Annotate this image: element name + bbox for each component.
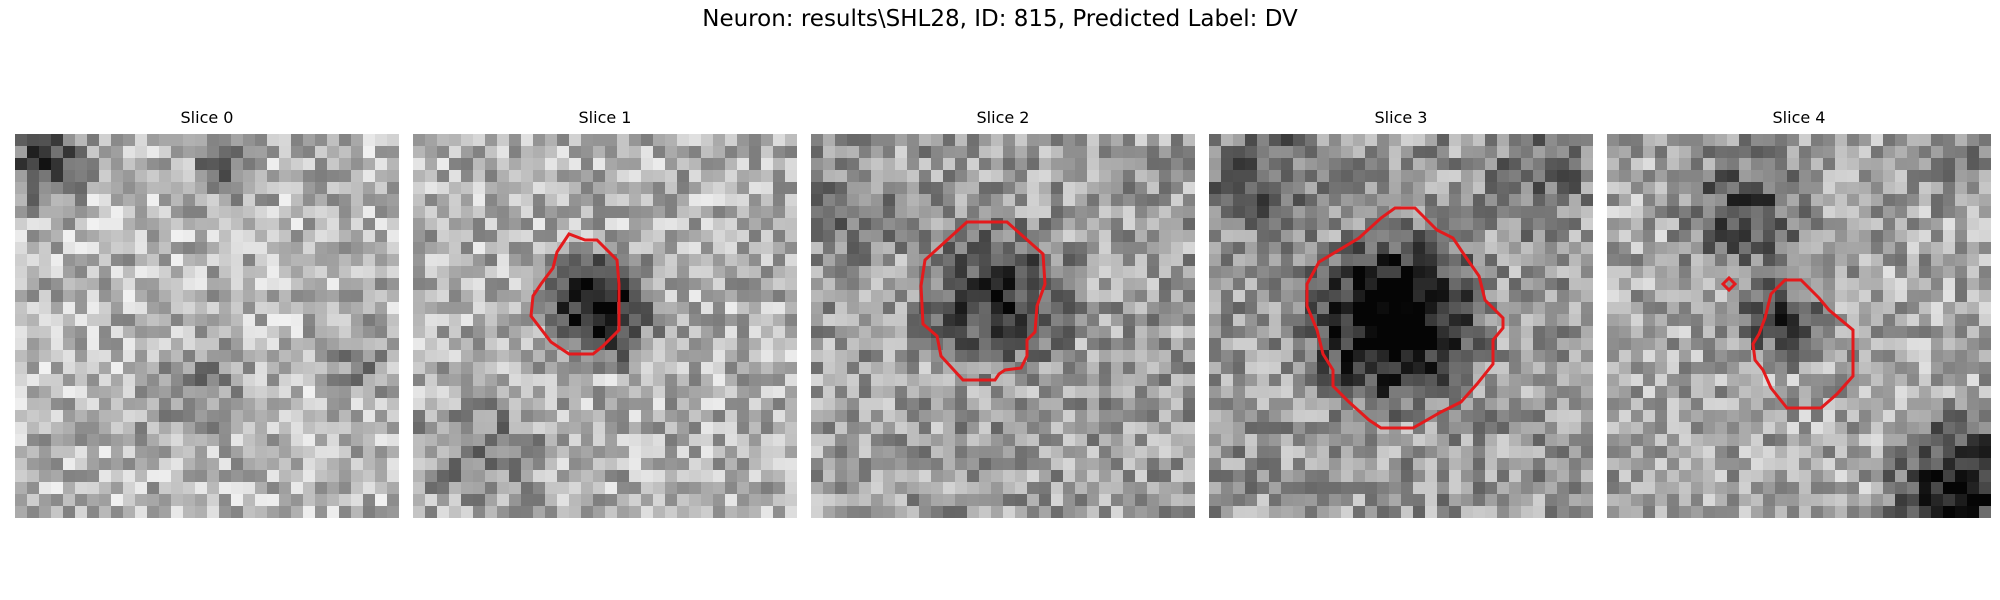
- slice-4-title: Slice 4: [1607, 108, 1991, 127]
- slice-1-title: Slice 1: [413, 108, 797, 127]
- slice-4-contour: [1607, 134, 1991, 518]
- slice-0-image: [15, 134, 399, 518]
- slice-0-title: Slice 0: [15, 108, 399, 127]
- slice-3-contour: [1209, 134, 1593, 518]
- slice-3-image: [1209, 134, 1593, 518]
- figure-title: Neuron: results\SHL28, ID: 815, Predicte…: [0, 6, 2000, 32]
- slice-2-contour: [811, 134, 1195, 518]
- slice-1-image: [413, 134, 797, 518]
- slice-2-title: Slice 2: [811, 108, 1195, 127]
- slice-2-image: [811, 134, 1195, 518]
- slice-1-contour: [413, 134, 797, 518]
- slice-3-title: Slice 3: [1209, 108, 1593, 127]
- slice-4-image: [1607, 134, 1991, 518]
